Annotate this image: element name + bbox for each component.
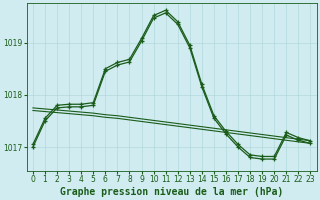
X-axis label: Graphe pression niveau de la mer (hPa): Graphe pression niveau de la mer (hPa) <box>60 186 283 197</box>
